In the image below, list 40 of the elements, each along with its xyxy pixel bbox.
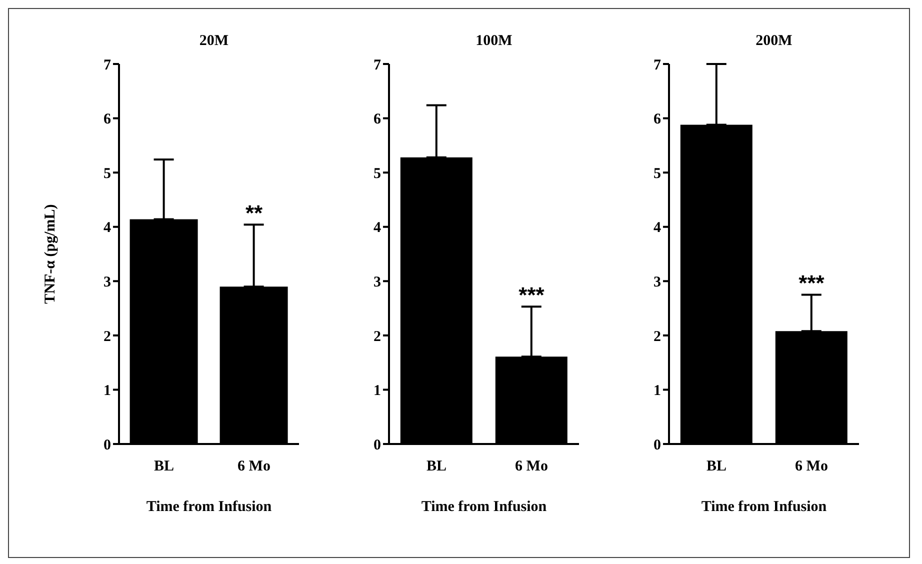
y-tick-label: 7 (104, 57, 112, 74)
y-tick-label: 0 (374, 437, 381, 454)
y-tick-label: 7 (374, 57, 382, 74)
x-tick-label: 6 Mo (515, 458, 548, 475)
y-tick-label: 2 (654, 328, 661, 345)
annotation: ** (245, 200, 263, 226)
y-tick-label: 3 (374, 274, 381, 290)
x-axis-title: Time from Infusion (421, 499, 548, 515)
y-tick-label: 6 (374, 112, 382, 128)
y-tick-label: 1 (654, 383, 661, 400)
y-tick-label: 5 (374, 166, 381, 182)
y-tick-label: 6 (104, 112, 112, 128)
x-axis-title: Time from Infusion (701, 499, 828, 515)
y-tick-label: 3 (104, 274, 111, 290)
x-axis-title: Time from Infusion (146, 499, 272, 515)
x-tick-label: 6 Mo (238, 458, 270, 475)
y-tick-label: 4 (374, 220, 382, 236)
y-tick-label: 4 (654, 220, 662, 236)
y-tick-label: 2 (374, 328, 381, 345)
x-tick-label: 6 Mo (795, 458, 828, 475)
chart-title: 200M (754, 33, 794, 50)
x-tick-label: BL (426, 458, 447, 475)
y-tick-label: 2 (104, 328, 111, 345)
y-tick-label: 7 (654, 57, 662, 74)
y-tick-label: 6 (654, 112, 662, 128)
y-tick-label: 4 (104, 220, 112, 236)
y-tick-label: 5 (104, 166, 111, 182)
y-tick-label: 5 (654, 166, 661, 182)
x-tick-label: BL (154, 458, 174, 475)
y-axis-title: TNF-α (pg/mL) (42, 204, 58, 304)
x-tick-label: BL (706, 458, 727, 475)
chart-title: 100M (474, 33, 514, 50)
y-tick-label: 0 (654, 437, 661, 454)
y-tick-label: 1 (374, 383, 381, 400)
y-tick-label: 1 (104, 383, 111, 400)
chart-title: 20M (198, 33, 230, 50)
y-tick-label: 3 (654, 274, 661, 290)
annotation: *** (798, 270, 825, 296)
annotation: *** (518, 282, 545, 308)
y-tick-label: 0 (104, 437, 111, 454)
